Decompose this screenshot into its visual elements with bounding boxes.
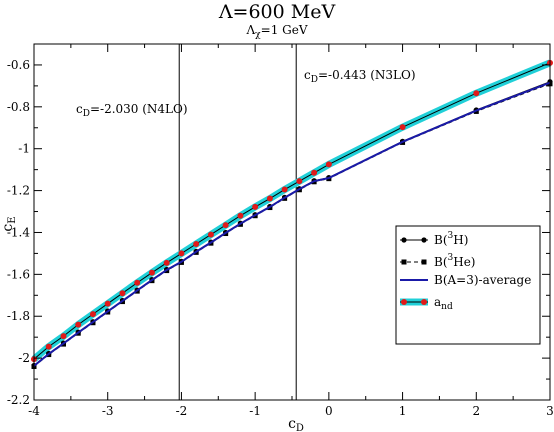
a-nd-point <box>311 169 318 176</box>
a-nd-point <box>252 203 259 210</box>
label-main: a <box>434 295 441 309</box>
series-layer <box>31 59 553 369</box>
a-nd-point <box>281 186 288 193</box>
subtitle-rest: =1 GeV <box>261 23 308 37</box>
a-nd-point <box>178 250 185 257</box>
b-a3-average-line <box>33 81 551 367</box>
a-nd-point <box>473 90 480 97</box>
x-tick-label: 3 <box>546 404 554 418</box>
a-nd-point <box>119 290 126 297</box>
y-tick-label: -0.6 <box>7 58 30 72</box>
y-tick-label: -1.6 <box>7 267 30 281</box>
label-main: B(A=3)-average <box>434 273 531 287</box>
reference-lines <box>178 44 297 400</box>
y-axis-label-sub: E <box>7 216 18 223</box>
label-rest: =-0.443 (N3LO) <box>318 68 416 82</box>
label-post: He) <box>453 255 475 269</box>
a-nd-point <box>45 343 52 350</box>
legend-marker-b-3he <box>401 259 407 265</box>
axes: -4 -3 -2 -1 0 1 2 3 -2.2 -2 -1.8 -1.6 -1.4 -1.2 -1 -0.8… <box>7 43 554 418</box>
legend-marker-a-nd <box>401 299 407 305</box>
a-nd-point <box>222 222 229 229</box>
a-nd-point <box>75 321 82 328</box>
legend-label: and <box>434 295 453 312</box>
a-nd-point <box>148 269 155 276</box>
reference-line-label: cD=-0.443 (N3LO) <box>304 68 416 85</box>
a-nd-point <box>163 259 170 266</box>
legend-label: B(3H) <box>434 231 468 247</box>
label-sub: D <box>311 75 318 85</box>
x-tick-label: -1 <box>249 404 261 418</box>
legend-marker-b-3h <box>401 237 407 243</box>
a-nd-point <box>104 300 111 307</box>
a-nd-point <box>399 124 406 131</box>
a-nd-point <box>296 178 303 185</box>
label-sub: nd <box>441 302 453 312</box>
reference-line-label: cD=-2.030 (N4LO) <box>76 102 188 119</box>
chart-title: Λ=600 MeV <box>218 1 336 23</box>
legend-marker-b-3h <box>421 237 427 243</box>
y-tick-label: -1.8 <box>7 309 30 323</box>
label-post: H) <box>453 233 468 247</box>
y-tick-label: -2 <box>18 351 30 365</box>
label-main: c <box>76 102 83 116</box>
a-nd-point <box>237 212 244 219</box>
x-axis-label-sub: D <box>296 423 304 432</box>
x-tick-label: 0 <box>325 404 333 418</box>
x-axis-label-main: c <box>288 416 296 432</box>
subtitle-sub: χ <box>255 30 261 40</box>
a-nd-point <box>325 161 332 168</box>
legend-marker-b-3he <box>421 259 427 265</box>
legend-label: B(A=3)-average <box>434 273 531 287</box>
x-axis-label: cD <box>288 416 304 432</box>
x-tick-label: -2 <box>176 404 188 418</box>
chart-subtitle: Λχ=1 GeV <box>246 23 308 40</box>
annotations: cD=-2.030 (N4LO)cD=-0.443 (N3LO) <box>76 68 416 119</box>
y-axis-label-main: c <box>0 224 16 232</box>
legend-box <box>395 225 541 345</box>
label-sup: 3 <box>448 253 454 263</box>
y-tick-label: -1.4 <box>7 225 31 239</box>
label-main: B( <box>434 233 448 247</box>
label-main: c <box>304 68 311 82</box>
x-tick-label: -4 <box>28 404 40 418</box>
label-rest: =-2.030 (N4LO) <box>90 102 188 116</box>
a-nd-point <box>60 333 67 340</box>
label-sup: 3 <box>448 231 454 241</box>
y-tick-label: -1.2 <box>7 184 30 198</box>
y-tick-label: -1 <box>18 142 30 156</box>
subtitle-main: Λ <box>246 23 256 37</box>
x-tick-label: 2 <box>472 404 480 418</box>
x-tick-label: -3 <box>102 404 114 418</box>
y-tick-label: -2.2 <box>7 393 30 407</box>
legend-marker-a-nd <box>421 299 427 305</box>
a-nd-point <box>266 195 273 202</box>
legend-label: B(3He) <box>434 253 475 269</box>
a-nd-point <box>134 279 141 286</box>
x-tick-label: 1 <box>399 404 407 418</box>
a-nd-point <box>207 231 214 238</box>
y-axis-label: cE <box>0 216 18 231</box>
a-nd-point <box>193 240 200 247</box>
label-main: B( <box>434 255 448 269</box>
label-sub: D <box>83 109 90 119</box>
a-nd-point <box>89 311 96 318</box>
y-tick-label: -0.8 <box>7 100 30 114</box>
